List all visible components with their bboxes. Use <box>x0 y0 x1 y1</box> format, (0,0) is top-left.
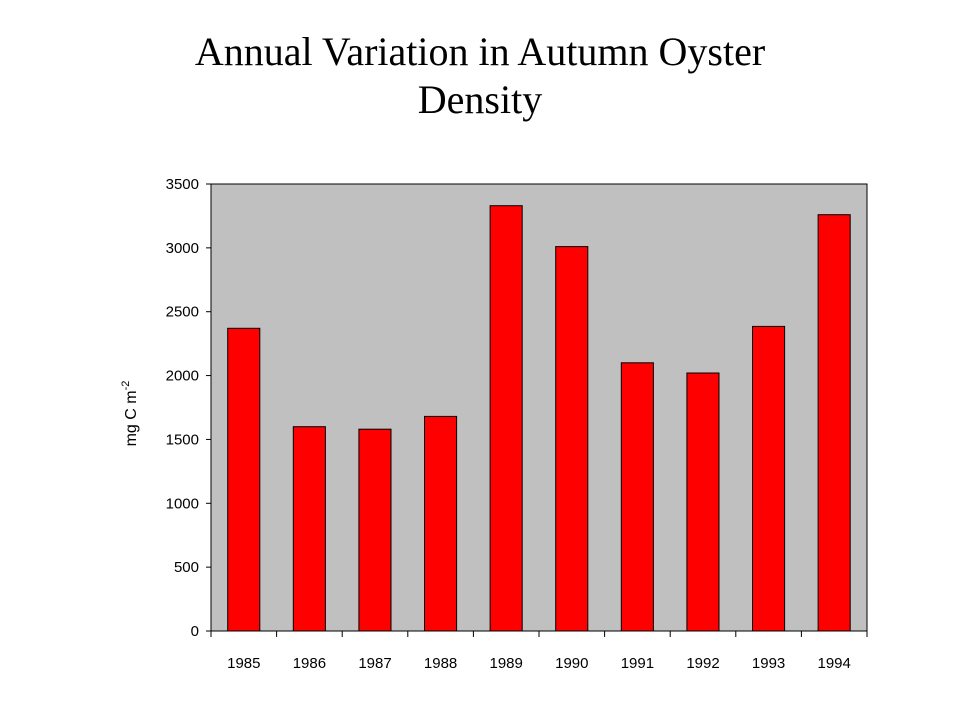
bar-1990 <box>555 246 589 632</box>
bars-group <box>227 205 851 632</box>
chart-title-line-1: Annual Variation in Autumn Oyster <box>194 29 766 74</box>
y-tick-label-3500: 3500 <box>166 176 199 193</box>
x-tick-label-1993: 1993 <box>752 655 785 672</box>
y-tick-label-2000: 2000 <box>166 368 199 385</box>
bar-1986 <box>292 426 326 632</box>
y-tick-label-3000: 3000 <box>166 240 199 257</box>
x-tick-label-1989: 1989 <box>490 655 523 672</box>
y-axis: 0 500 1000 1500 2000 2500 3000 3500 <box>166 176 212 640</box>
x-tick-label-1990: 1990 <box>555 655 588 672</box>
bar-1992 <box>686 372 720 632</box>
y-axis-title: mg C m-2 <box>120 381 140 447</box>
x-tick-label-1988: 1988 <box>424 655 457 672</box>
x-tick-label-1986: 1986 <box>293 655 326 672</box>
x-tick-label-1985: 1985 <box>227 655 260 672</box>
x-axis: 1985 1986 1987 1988 1989 1990 1991 1992 1993 1994 <box>210 630 868 672</box>
bar-1987 <box>358 428 392 632</box>
y-tick-label-2500: 2500 <box>166 304 199 321</box>
bar-1991 <box>620 362 654 632</box>
y-axis-title-main: mg C m <box>123 390 140 446</box>
bar-1985 <box>227 327 261 632</box>
bar-1988 <box>424 415 458 632</box>
bar-1994 <box>817 214 851 632</box>
y-tick-label-500: 500 <box>174 559 199 576</box>
y-tick-label-1000: 1000 <box>166 495 199 512</box>
x-tick-label-1992: 1992 <box>686 655 719 672</box>
x-tick-label-1991: 1991 <box>621 655 654 672</box>
x-tick-label-1987: 1987 <box>358 655 391 672</box>
chart-title: Annual Variation in Autumn Oyster Densit… <box>0 28 960 124</box>
bar-1993 <box>752 325 786 632</box>
y-tick-label-1500: 1500 <box>166 431 199 448</box>
bar-1989 <box>489 205 523 632</box>
x-tick-label-1994: 1994 <box>818 655 851 672</box>
chart-title-line-2: Density <box>417 77 543 122</box>
y-tick-label-0: 0 <box>191 623 199 640</box>
y-axis-title-superscript: -2 <box>120 381 132 391</box>
